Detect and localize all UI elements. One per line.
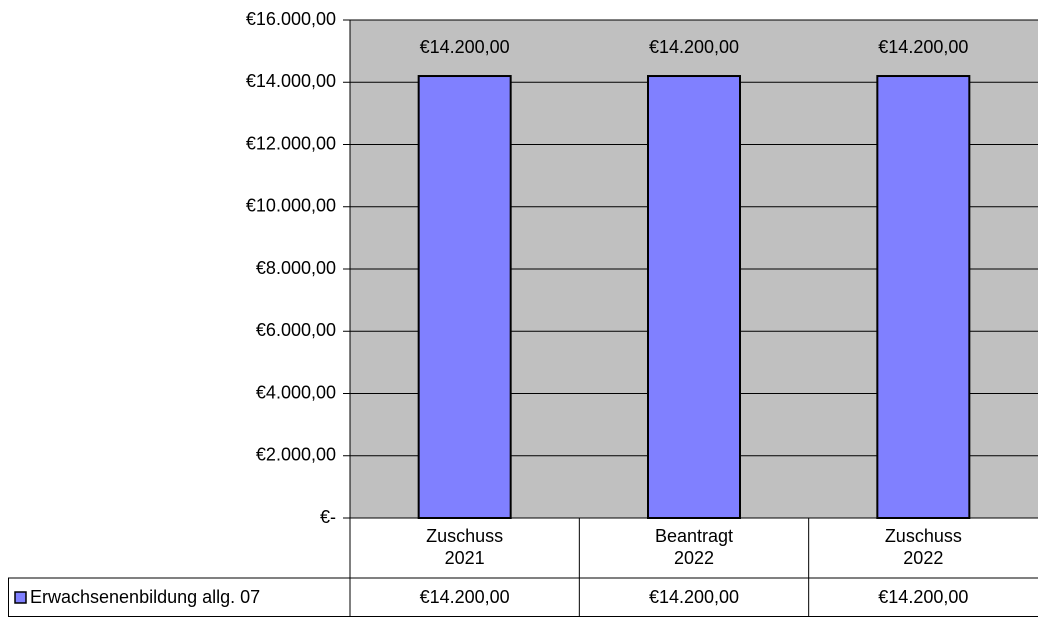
x-tick-label: Beantragt 2022 — [654, 526, 734, 568]
table-value: €14.200,00 — [878, 587, 968, 607]
y-tick-label: €16.000,00 — [246, 9, 336, 29]
bar — [876, 75, 971, 520]
bar — [647, 75, 741, 520]
bar — [417, 75, 512, 520]
y-tick-label: €10.000,00 — [246, 196, 336, 216]
y-tick-label: €6.000,00 — [256, 320, 336, 340]
y-tick-label: €- — [320, 507, 336, 527]
legend-label: Erwachsenenbildung allg. 07 — [30, 587, 260, 607]
x-tick-label: Zuschuss 2021 — [426, 526, 504, 568]
x-tick-label: Zuschuss 2022 — [884, 526, 962, 568]
y-tick-label: €12.000,00 — [246, 133, 336, 153]
table-value: €14.200,00 — [420, 587, 510, 607]
data-label: €14.200,00 — [649, 37, 739, 57]
y-tick-label: €2.000,00 — [256, 445, 336, 465]
y-tick-label: €8.000,00 — [256, 258, 336, 278]
table-value: €14.200,00 — [649, 587, 739, 607]
y-tick-label: €4.000,00 — [256, 382, 336, 402]
legend-swatch — [14, 591, 27, 604]
data-label: €14.200,00 — [878, 37, 968, 57]
data-label: €14.200,00 — [420, 37, 510, 57]
y-tick-label: €14.000,00 — [246, 71, 336, 91]
